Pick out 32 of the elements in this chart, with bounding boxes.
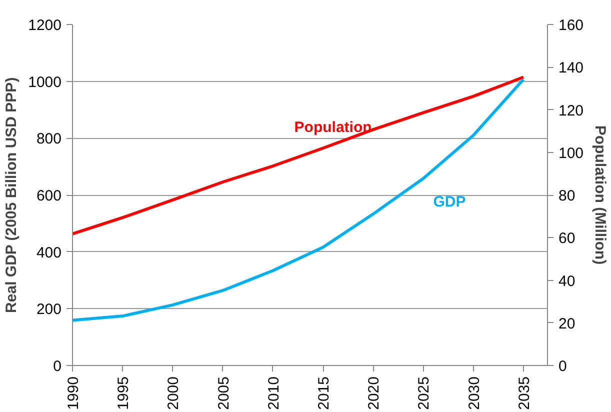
series-label: GDP bbox=[433, 194, 466, 211]
x-tick-label: 2000 bbox=[165, 376, 182, 410]
y-tick-label: 1200 bbox=[28, 17, 62, 34]
y-tick-label: 600 bbox=[36, 188, 62, 204]
y2-tick-label: 120 bbox=[558, 102, 584, 120]
y-tick-label: 800 bbox=[36, 130, 62, 148]
y2-tick-label: 160 bbox=[558, 17, 584, 34]
y2-tick-label: 140 bbox=[558, 60, 584, 77]
x-tick-label: 2030 bbox=[466, 376, 483, 410]
y-axis-title: Real GDP (2005 Billion USD PPP) bbox=[3, 77, 20, 313]
x-tick-label: 2025 bbox=[416, 376, 433, 410]
x-tick-label: 1990 bbox=[65, 376, 82, 410]
y2-axis-title: Population (Million) bbox=[592, 125, 609, 265]
y-tick-label: 1000 bbox=[28, 74, 62, 91]
y-tick-label: 0 bbox=[53, 358, 62, 375]
y2-tick-label: 100 bbox=[558, 144, 584, 162]
x-tick-label: 1995 bbox=[115, 376, 132, 410]
y-tick-label: 200 bbox=[36, 301, 62, 318]
y2-tick-label: 80 bbox=[558, 188, 576, 204]
y-tick-label: 400 bbox=[36, 244, 62, 262]
x-tick-label: 2010 bbox=[265, 376, 282, 410]
y2-tick-label: 60 bbox=[558, 230, 576, 248]
y2-tick-label: 20 bbox=[558, 315, 576, 332]
line-series bbox=[72, 78, 525, 322]
x-tick-label: 2020 bbox=[366, 376, 383, 410]
y2-tick-label: 40 bbox=[558, 272, 576, 290]
x-tick-label: 2015 bbox=[316, 376, 333, 410]
x-tick-label: 2005 bbox=[215, 376, 232, 410]
y2-tick-label: 0 bbox=[558, 358, 567, 375]
series-label: Population bbox=[294, 119, 372, 136]
x-tick-label: 2035 bbox=[516, 376, 533, 410]
line-series bbox=[72, 76, 525, 236]
